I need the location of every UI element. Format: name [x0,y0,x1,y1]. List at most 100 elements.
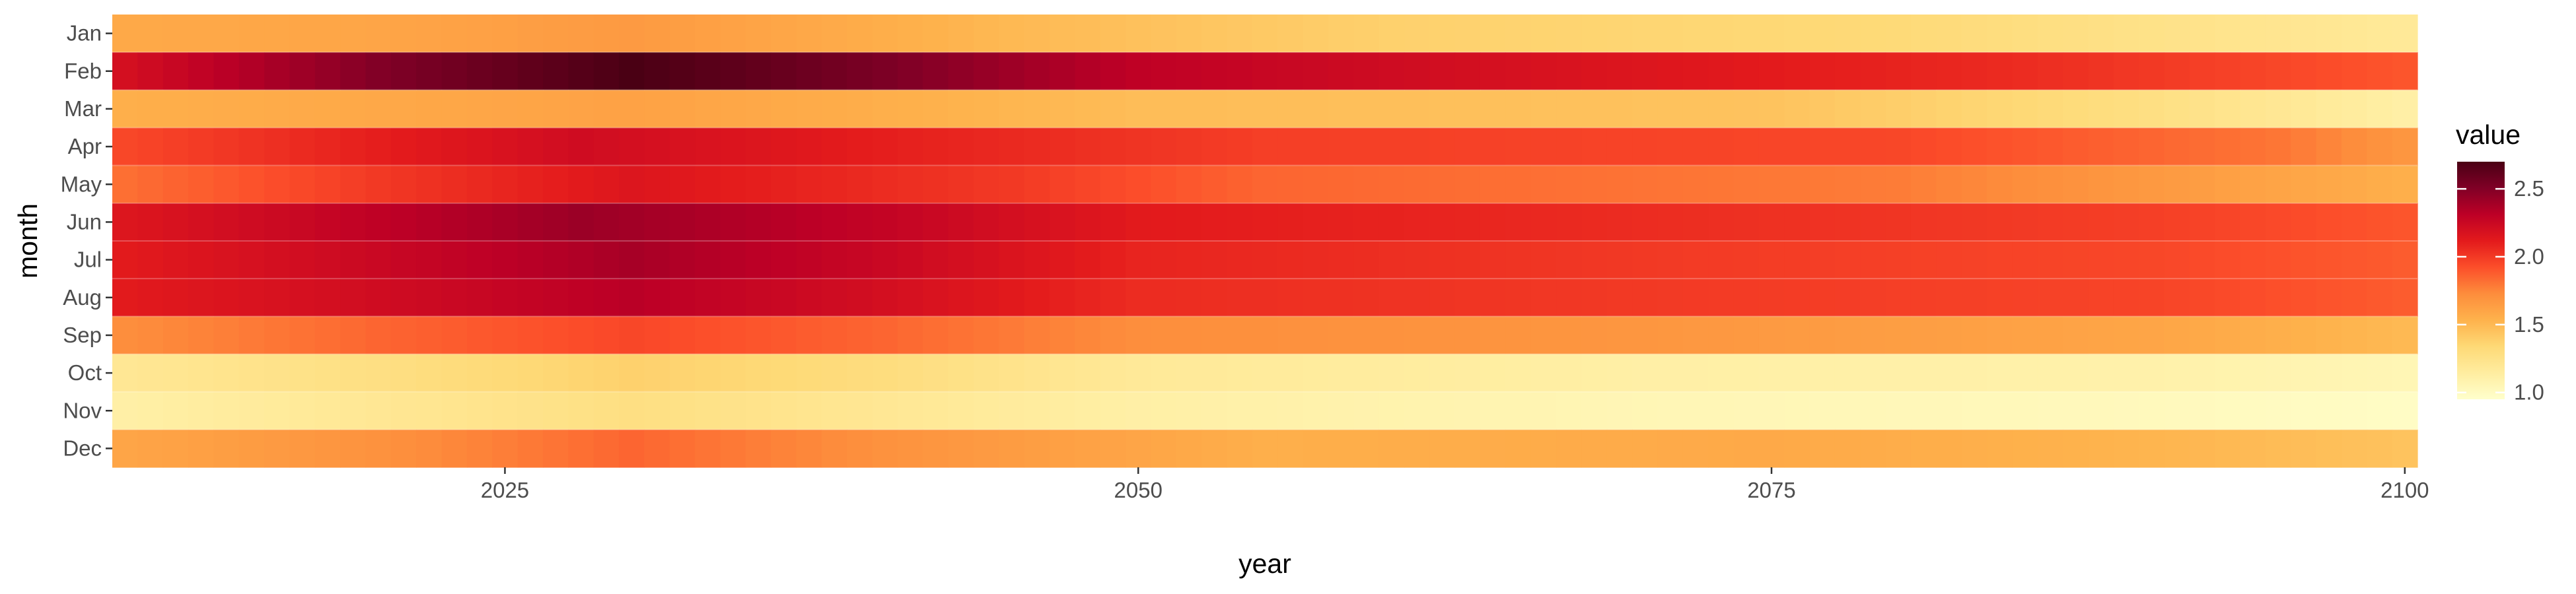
heatmap-cell [2316,241,2342,279]
heatmap-cell [1277,241,1304,279]
heatmap-cell [897,316,923,355]
heatmap-cell [1733,52,1760,90]
heatmap-cell [568,279,594,317]
heatmap-cell [999,127,1025,166]
heatmap-cell [1303,279,1329,317]
heatmap-cell [441,354,468,393]
heatmap-cell [390,316,417,355]
y-tick-label: Jun [67,209,102,234]
heatmap-cell [644,127,670,166]
heatmap-cell [796,90,822,129]
heatmap-cell [1860,15,1886,53]
heatmap-cell [796,127,822,166]
heatmap-cell [1860,52,1886,90]
heatmap-cell [1632,241,1659,279]
heatmap-cell [948,90,974,129]
heatmap-cell [2341,52,2367,90]
heatmap-cell [1075,429,1101,468]
heatmap-cell [1075,279,1101,317]
heatmap-cell [1050,90,1075,129]
heatmap-cell [1708,90,1735,129]
heatmap-cell [1075,165,1101,204]
heatmap-cell [2037,391,2063,430]
heatmap-cell [1429,90,1456,129]
heatmap-cell [213,52,240,90]
heatmap-cell [1784,90,1810,129]
heatmap-cell [2088,316,2114,355]
heatmap-cell [1682,391,1709,430]
heatmap-cell [162,391,189,430]
heatmap-cell [2240,241,2266,279]
heatmap-cell [872,90,898,129]
heatmap-cell [238,316,265,355]
heatmap-cell [1024,203,1050,242]
heatmap-cell [188,127,214,166]
heatmap-cell [1252,316,1278,355]
heatmap-cell [2063,15,2089,53]
heatmap-cell [416,52,443,90]
heatmap-cell [238,354,265,393]
heatmap-cell [314,90,341,129]
heatmap-cell [466,354,493,393]
heatmap-cell [314,279,341,317]
heatmap-cell [1353,354,1380,393]
heatmap-cell [695,127,721,166]
heatmap-cell [619,429,645,468]
heatmap-cell [466,203,493,242]
heatmap-cell [1075,127,1101,166]
heatmap-cell [466,316,493,355]
heatmap-cell [188,203,214,242]
heatmap-cell [340,90,367,129]
heatmap-cell [1885,203,1912,242]
heatmap-cell [1961,52,1987,90]
heatmap-cell [112,52,138,90]
heatmap-cell [2316,15,2342,53]
heatmap-cell [1429,279,1456,317]
heatmap-cell [1733,203,1760,242]
heatmap-cell [137,279,164,317]
heatmap-cell [2341,241,2367,279]
heatmap-cell [847,127,873,166]
heatmap-cell [593,15,620,53]
heatmap-cell [1328,279,1354,317]
heatmap-cell [1151,241,1177,279]
heatmap-cell [973,316,999,355]
heatmap-cell [1126,15,1152,53]
heatmap-cell [1100,15,1126,53]
heatmap-cell [1556,316,1582,355]
heatmap-cell [1176,241,1202,279]
heatmap-cell [1581,429,1608,468]
heatmap-cell [1303,52,1329,90]
heatmap-cell [2189,90,2215,129]
heatmap-cell [2189,429,2215,468]
heatmap-cell [188,316,214,355]
y-tick-label: Apr [68,134,102,158]
heatmap-cell [2037,203,2063,242]
heatmap-cell [2037,316,2063,355]
heatmap-cell [1885,279,1912,317]
heatmap-cell [897,165,923,204]
heatmap-cell [593,316,620,355]
heatmap-cell [2367,279,2393,317]
heatmap-cell [2215,241,2241,279]
heatmap-cell [1809,391,1836,430]
heatmap-cell [821,429,847,468]
heatmap-cell [1809,15,1836,53]
heatmap-cell [1834,15,1861,53]
heatmap-cell [720,90,746,129]
heatmap-cell [2265,316,2291,355]
heatmap-cell [416,354,443,393]
heatmap-cell [2164,354,2190,393]
heatmap-cell [669,391,696,430]
heatmap-cell [619,241,645,279]
heatmap-cell [1429,241,1456,279]
heatmap-cell [1050,279,1075,317]
heatmap-cell [897,127,923,166]
heatmap-cell [340,15,367,53]
heatmap-cell [771,203,797,242]
heatmap-cell [644,203,670,242]
heatmap-cell [1505,90,1532,129]
heatmap-cell [1024,15,1050,53]
heatmap-cell [999,52,1025,90]
heatmap-cell [1201,15,1228,53]
